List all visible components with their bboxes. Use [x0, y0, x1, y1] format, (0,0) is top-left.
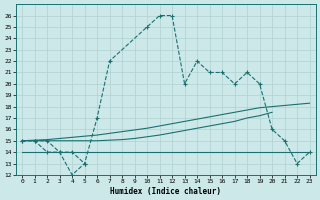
X-axis label: Humidex (Indice chaleur): Humidex (Indice chaleur) [110, 187, 221, 196]
